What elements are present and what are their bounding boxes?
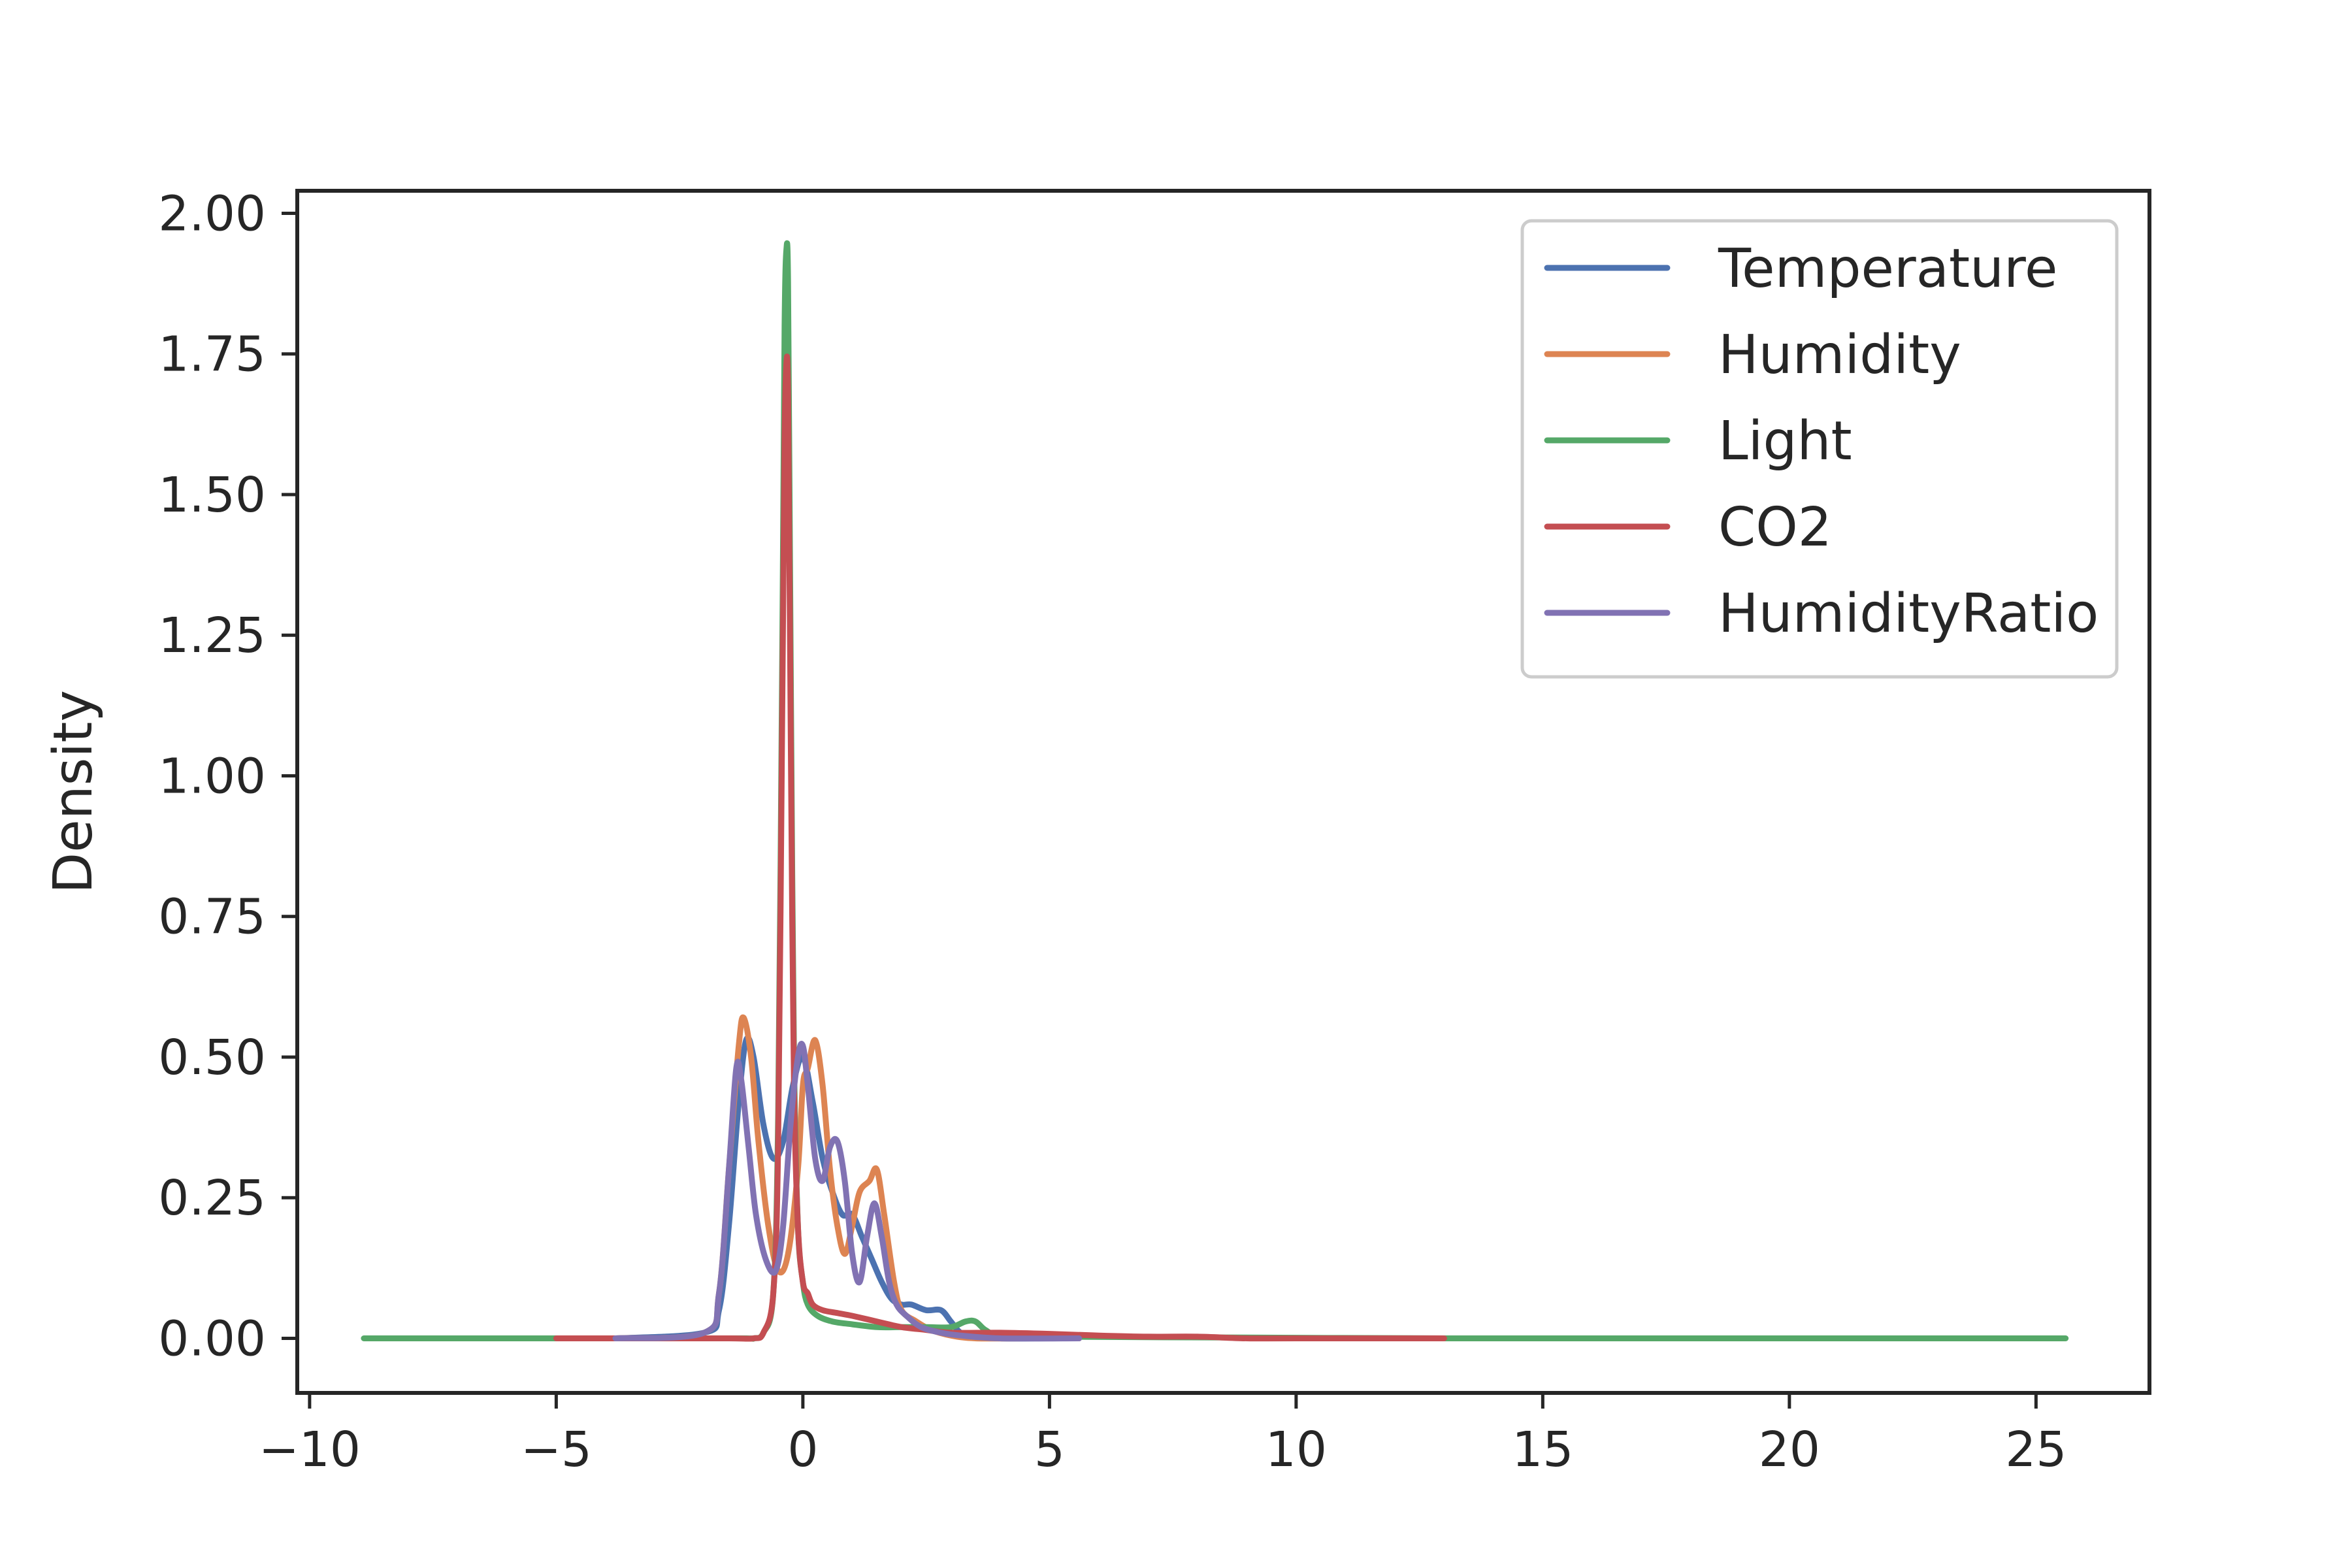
y-tick-label: 1.00 [158,748,266,804]
x-tick-label: 25 [2005,1422,2066,1478]
legend-label: HumidityRatio [1718,583,2099,645]
x-tick-label: 5 [1034,1422,1065,1478]
y-tick-label: 1.75 [158,327,266,383]
axes: −10 −5 0 5 10 15 20 25 0.00 0.25 0.50 0.75 1.00 1.25 1… [158,186,2151,1478]
y-tick-label: 2.00 [158,186,266,242]
legend-label: CO2 [1718,497,1832,559]
series-line-humidityratio [612,1041,1083,1342]
y-tick-label: 0.00 [158,1311,266,1367]
x-tick-label: −5 [521,1422,592,1478]
y-tick-label: 0.50 [158,1030,266,1086]
legend-label: Humidity [1718,324,1961,386]
x-tick-label: 0 [787,1422,818,1478]
y-axis-label: Density [42,690,105,894]
legend-label: Light [1718,410,1852,472]
plot-frame [295,189,2151,1395]
x-tick-label: 20 [1759,1422,1820,1478]
series-line-co2 [553,353,1447,1342]
y-tick-label: 1.50 [158,467,266,523]
y-tick-label: 0.25 [158,1170,266,1226]
x-tick-label: −10 [259,1422,361,1478]
y-tick-label: 0.75 [158,889,266,945]
legend-label: Temperature [1718,238,2057,300]
legend-box [1520,219,2119,679]
series-lines [361,240,2069,1342]
x-tick-label: 15 [1512,1422,1573,1478]
legend: Temperature Humidity Light CO2 HumidityRatio [1520,219,2119,679]
y-tick-label: 1.25 [158,608,266,664]
x-tick-label: 10 [1266,1422,1327,1478]
